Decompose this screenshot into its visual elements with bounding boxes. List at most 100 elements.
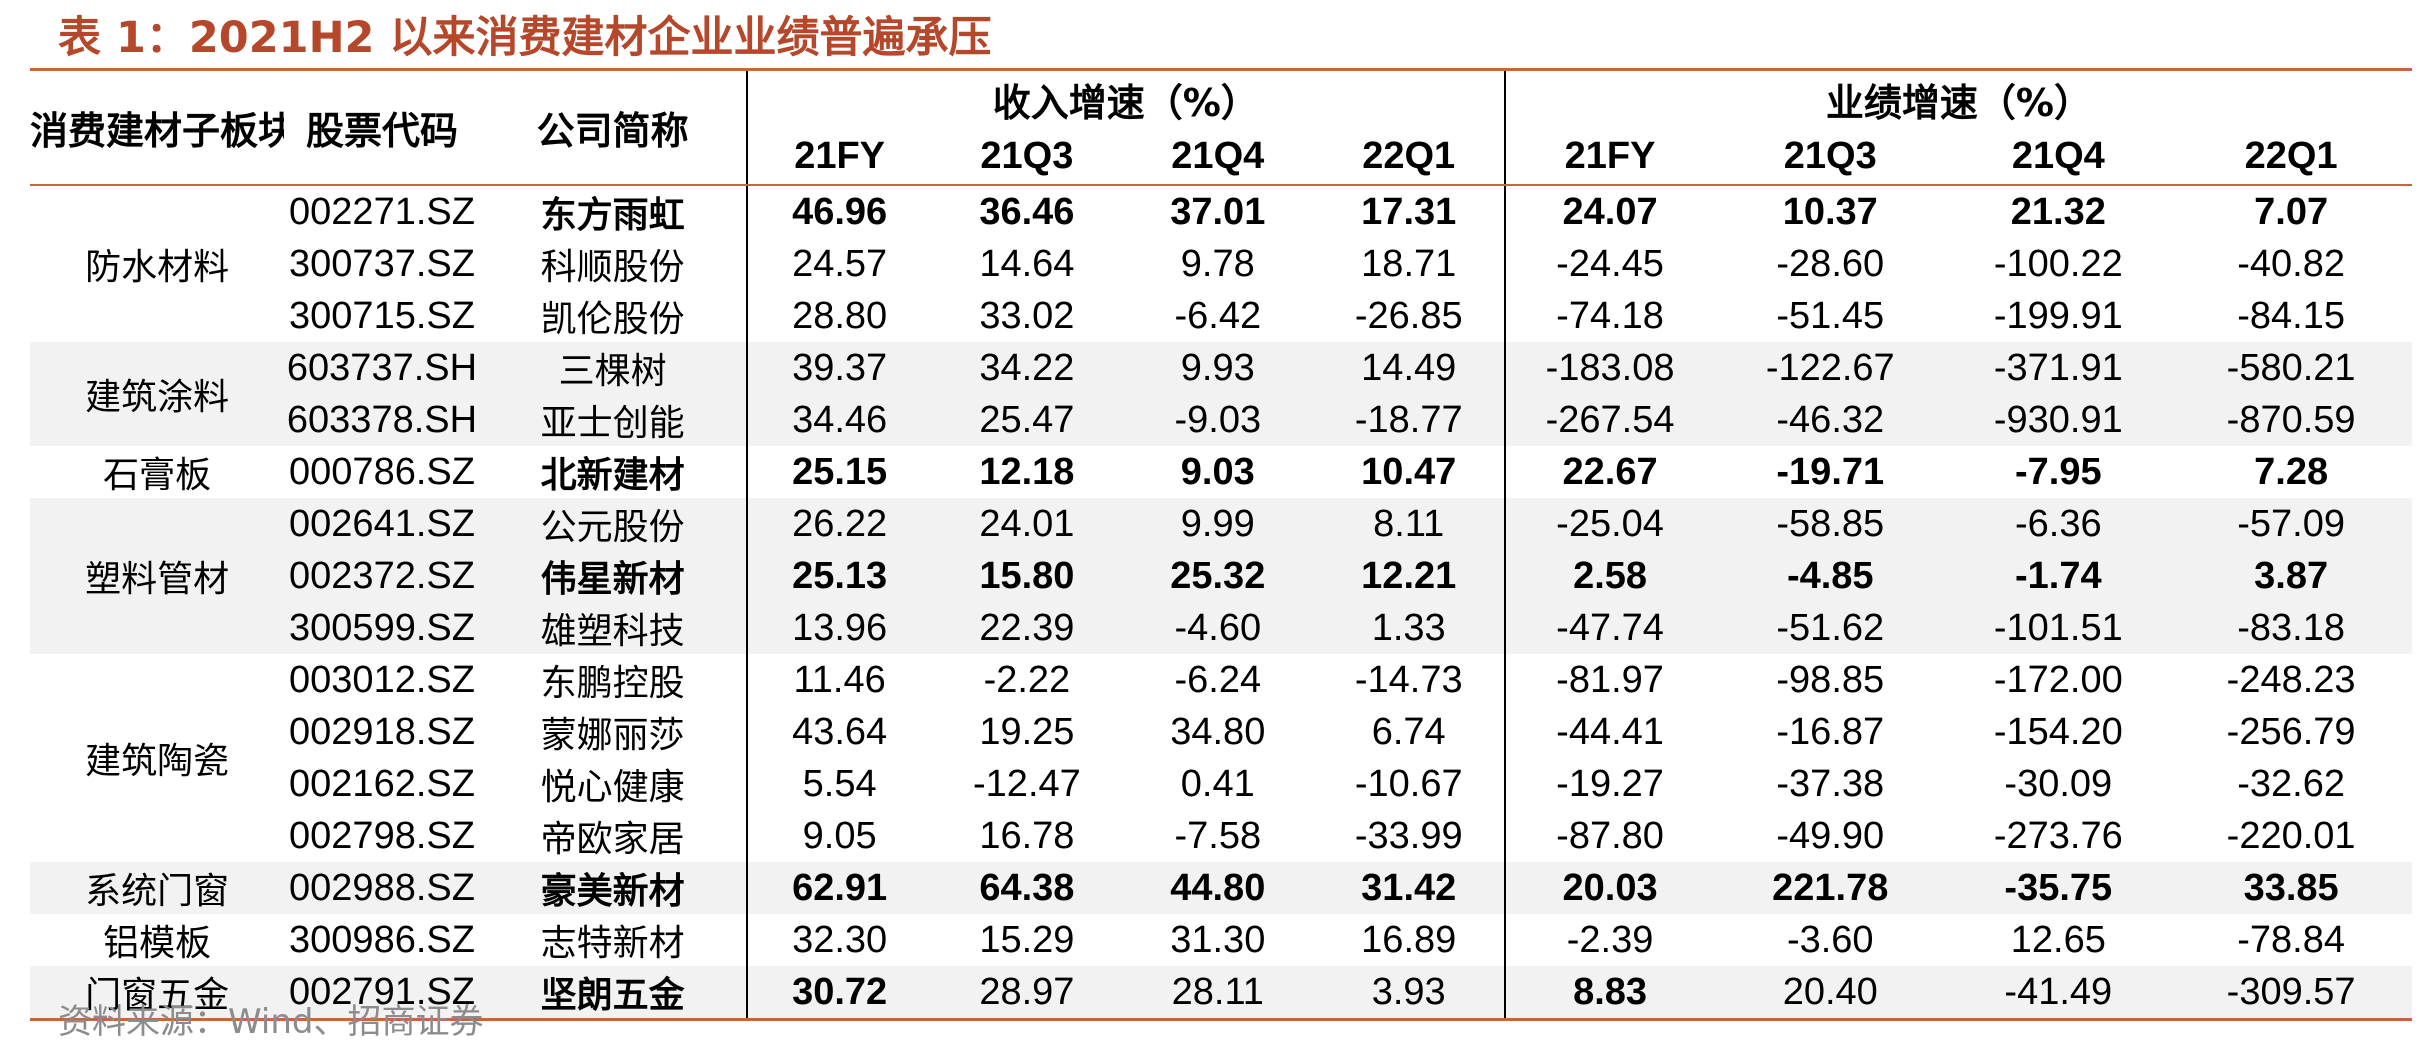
profit-growth-cell: -78.84 [2237, 918, 2345, 961]
revenue-growth-cell: 34.80 [1170, 710, 1266, 753]
revenue-growth-cell: 25.13 [745, 550, 932, 602]
profit-growth-cell: -51.45 [1776, 294, 1885, 337]
profit-growth-cell: -3.60 [1786, 918, 1874, 961]
stock-code-cell: 002791.SZ [284, 966, 480, 1021]
company-name-cell: 雄塑科技 [479, 602, 747, 654]
revenue-growth-cell: 9.03 [1180, 450, 1255, 493]
company-name-cell: 坚朗五金 [479, 966, 747, 1021]
revenue-growth-cell: 11.46 [745, 654, 932, 706]
stock-code-cell: 002918.SZ [289, 710, 475, 753]
profit-growth-cell: 20.03 [1503, 862, 1715, 914]
profit-growth-cell: -30.09 [2004, 762, 2113, 805]
segment-cell: 门窗五金 [30, 966, 285, 1021]
table-row: 系统门窗 002988.SZ 豪美新材 62.91 64.38 44.80 31.42 20.… [30, 862, 2412, 914]
table-row: 建筑陶瓷 003012.SZ 东鹏控股 11.46 -2.22 -6.24 -14.73 -8… [30, 654, 2412, 782]
profit-growth-cell: 20.40 [1714, 966, 1947, 1021]
profit-growth-cell: -1.74 [1946, 550, 2171, 602]
company-name-cell: 公元股份 [479, 498, 747, 550]
header-profit-period: 21Q4 [1946, 128, 2171, 186]
revenue-growth-cell: 9.78 [1180, 242, 1255, 285]
company-name-cell: 凯伦股份 [540, 299, 685, 340]
header-revenue-growth: 收入增速（%） [745, 71, 1505, 128]
profit-growth-cell: 24.07 [1503, 185, 1715, 238]
header-company: 公司简称 [479, 71, 747, 186]
profit-growth-cell: -46.32 [1714, 394, 1947, 446]
revenue-growth-cell: 16.78 [979, 814, 1075, 857]
revenue-growth-cell: 25.32 [1122, 550, 1314, 602]
revenue-growth-cell: 15.29 [979, 918, 1075, 961]
header-profit-period: 21FY [1503, 128, 1715, 186]
profit-growth-cell: -580.21 [2170, 342, 2412, 394]
profit-growth-cell: 221.78 [1714, 862, 1947, 914]
profit-growth-cell: -47.74 [1503, 602, 1715, 654]
profit-growth-cell: -84.15 [2237, 294, 2345, 337]
header-segment: 消费建材子板块 [30, 71, 285, 186]
stock-code-cell: 603737.SH [284, 342, 480, 394]
table-row: 建筑涂料 603737.SH 三棵树 39.37 34.22 9.93 14.49 -183.… [30, 342, 2412, 446]
stock-code-cell: 002798.SZ [289, 814, 475, 857]
revenue-growth-cell: 33.02 [979, 294, 1075, 337]
table-row: 002918.SZ 蒙娜丽莎 43.64 19.25 34.80 6.74 -44.41 -1… [30, 706, 2412, 758]
company-name-cell: 志特新材 [540, 923, 685, 964]
header-row-2: 21FY 21Q3 21Q4 22Q1 21FY 21Q3 21Q4 22Q1 [30, 128, 2412, 186]
profit-growth-cell: 10.37 [1782, 190, 1878, 233]
profit-growth-cell: -248.23 [2226, 658, 2356, 701]
revenue-growth-cell: 22.39 [931, 602, 1123, 654]
revenue-growth-cell: 46.96 [745, 185, 932, 238]
revenue-growth-cell: 12.18 [979, 450, 1075, 493]
revenue-growth-cell: 37.01 [1170, 190, 1266, 233]
profit-growth-cell: -930.91 [1946, 394, 2171, 446]
stock-code-cell: 300986.SZ [289, 918, 475, 961]
company-name-cell: 东方雨虹 [540, 195, 685, 236]
profit-growth-cell: -35.75 [1946, 862, 2171, 914]
profit-growth-cell: -199.91 [1993, 294, 2123, 337]
revenue-growth-cell: -10.67 [1354, 762, 1463, 805]
revenue-growth-cell: 25.47 [931, 394, 1123, 446]
profit-growth-cell: -256.79 [2226, 710, 2356, 753]
profit-growth-cell: 12.65 [2010, 918, 2106, 961]
header-profit-period: 22Q1 [2170, 128, 2412, 186]
profit-growth-cell: 7.28 [2254, 450, 2329, 493]
revenue-growth-cell: 34.46 [745, 394, 932, 446]
revenue-growth-cell: 19.25 [979, 710, 1075, 753]
profit-growth-cell: 33.85 [2170, 862, 2412, 914]
stock-code-cell: 003012.SZ [289, 658, 475, 701]
profit-growth-cell: -122.67 [1714, 342, 1947, 394]
revenue-growth-cell: 36.46 [979, 190, 1075, 233]
revenue-growth-cell: 9.05 [745, 810, 932, 862]
company-name-cell: 科顺股份 [540, 247, 685, 288]
revenue-growth-cell: 9.93 [1122, 342, 1314, 394]
profit-growth-cell: 7.07 [2254, 190, 2329, 233]
table-row: 002798.SZ 帝欧家居 9.05 16.78 -7.58 -33.99 -87.80 -… [30, 810, 2412, 862]
profit-growth-cell: -267.54 [1503, 394, 1715, 446]
profit-growth-cell: -16.87 [1776, 710, 1885, 753]
profit-growth-cell: -37.38 [1776, 762, 1885, 805]
stock-code-cell: 002271.SZ [289, 190, 475, 233]
profit-growth-cell: 3.87 [2170, 550, 2412, 602]
profit-growth-cell: 2.58 [1503, 550, 1715, 602]
profit-growth-cell: -81.97 [1503, 654, 1715, 706]
profit-growth-cell: -83.18 [2170, 602, 2412, 654]
profit-growth-cell: -7.95 [2014, 450, 2102, 493]
profit-growth-cell: -28.60 [1776, 242, 1885, 285]
profit-growth-cell: -19.27 [1503, 758, 1715, 810]
stock-code-cell: 002641.SZ [284, 498, 480, 550]
segment-cell: 系统门窗 [30, 862, 285, 914]
revenue-growth-cell: -26.85 [1354, 294, 1463, 337]
revenue-growth-cell: 10.47 [1361, 450, 1457, 493]
profit-growth-cell: -49.90 [1776, 814, 1885, 857]
profit-growth-cell: -44.41 [1503, 706, 1715, 758]
revenue-growth-cell: 8.11 [1313, 498, 1505, 550]
revenue-growth-cell: -14.73 [1354, 658, 1463, 701]
revenue-growth-cell: 18.71 [1361, 242, 1457, 285]
profit-growth-cell: -32.62 [2237, 762, 2345, 805]
revenue-growth-cell: 24.01 [931, 498, 1123, 550]
table-row: 石膏板 000786.SZ 北新建材 25.15 12.18 9.03 10.47 22.67… [30, 446, 2412, 498]
header-rev-period: 21Q4 [1122, 128, 1314, 186]
profit-growth-cell: -183.08 [1503, 342, 1715, 394]
profit-growth-cell: -172.00 [1993, 658, 2123, 701]
company-name-cell: 伟星新材 [479, 550, 747, 602]
company-name-cell: 蒙娜丽莎 [540, 715, 685, 756]
profit-growth-cell: -40.82 [2237, 242, 2345, 285]
segment-cell: 石膏板 [103, 455, 212, 496]
